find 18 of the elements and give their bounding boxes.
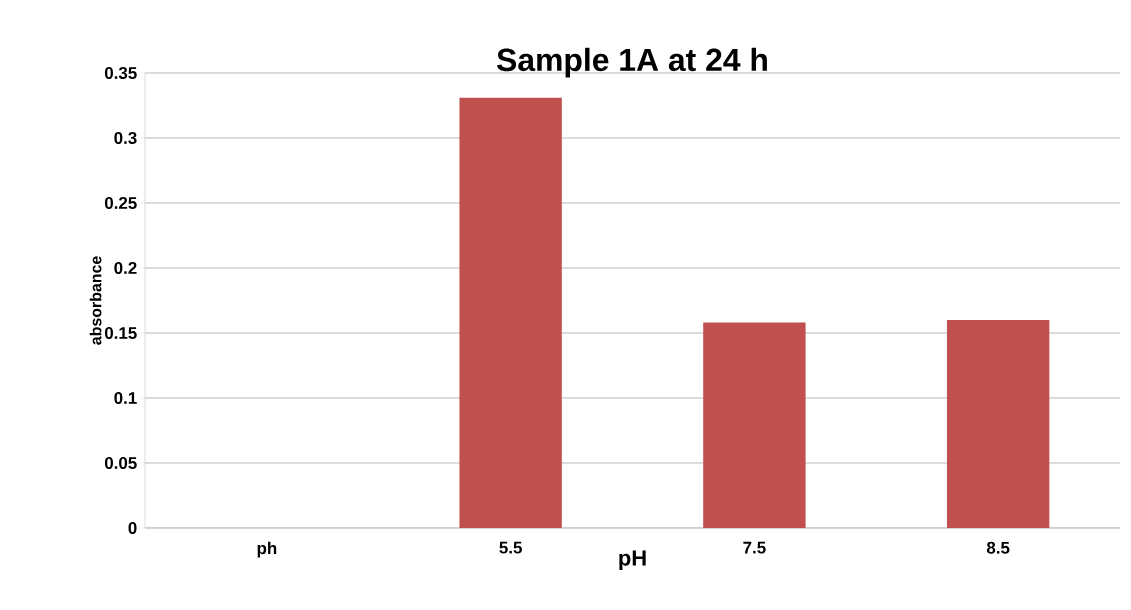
x-tick-label: 7.5 [743,541,766,554]
y-tick-label: 0.1 [114,391,137,404]
bar [703,322,806,528]
x-tick-label: ph [257,541,277,558]
y-tick-label: 0.15 [104,326,137,339]
y-tick-label: 0 [128,521,137,534]
y-axis-title: absorbance [89,256,102,345]
x-tick-label: 5.5 [499,541,522,554]
x-axis-title: pH [619,550,646,571]
y-tick-label: 0.05 [104,456,137,469]
x-tick-label: 8.5 [986,541,1010,554]
bar [459,97,562,528]
y-tick-label: 0.2 [114,261,137,274]
chart-title: Sample 1A at 24 h [497,47,767,78]
y-tick-label: 0.35 [104,66,137,79]
bar [946,319,1050,528]
y-tick-label: 0.25 [104,196,137,209]
y-tick-label: 0.3 [114,131,137,144]
